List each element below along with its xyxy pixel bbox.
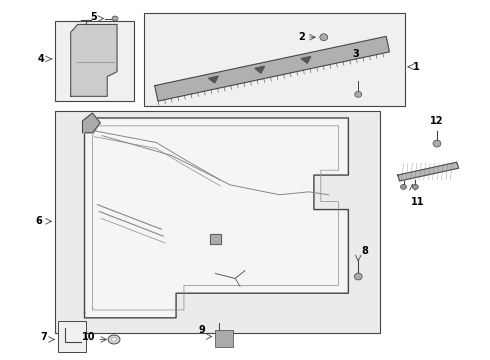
Polygon shape (209, 76, 218, 83)
Text: 12: 12 (430, 116, 444, 126)
Polygon shape (71, 24, 117, 96)
Text: 9: 9 (199, 325, 206, 335)
Ellipse shape (111, 338, 117, 342)
Text: 7: 7 (40, 332, 47, 342)
Ellipse shape (320, 34, 328, 41)
Ellipse shape (108, 335, 120, 344)
Ellipse shape (433, 140, 441, 147)
Bar (58, 321, 85, 352)
Ellipse shape (413, 184, 418, 189)
Polygon shape (82, 113, 100, 133)
Text: 6: 6 (36, 216, 43, 226)
Ellipse shape (400, 184, 407, 189)
Polygon shape (255, 66, 265, 73)
Ellipse shape (112, 16, 118, 21)
Bar (55, 111, 380, 333)
Polygon shape (397, 162, 459, 181)
Bar (55, 21, 134, 101)
Bar (216, 330, 233, 347)
Text: 3: 3 (352, 49, 359, 59)
Polygon shape (84, 118, 348, 318)
Ellipse shape (355, 91, 362, 97)
Polygon shape (210, 234, 221, 244)
Text: 4: 4 (38, 54, 45, 64)
Text: 11: 11 (411, 197, 424, 207)
Text: 8: 8 (361, 246, 368, 256)
Polygon shape (301, 57, 311, 63)
Text: 1: 1 (414, 62, 420, 72)
Ellipse shape (354, 273, 362, 280)
Polygon shape (155, 36, 390, 101)
Text: 2: 2 (298, 32, 305, 42)
Text: 5: 5 (91, 12, 98, 22)
Bar (144, 13, 405, 106)
Text: 10: 10 (82, 332, 96, 342)
